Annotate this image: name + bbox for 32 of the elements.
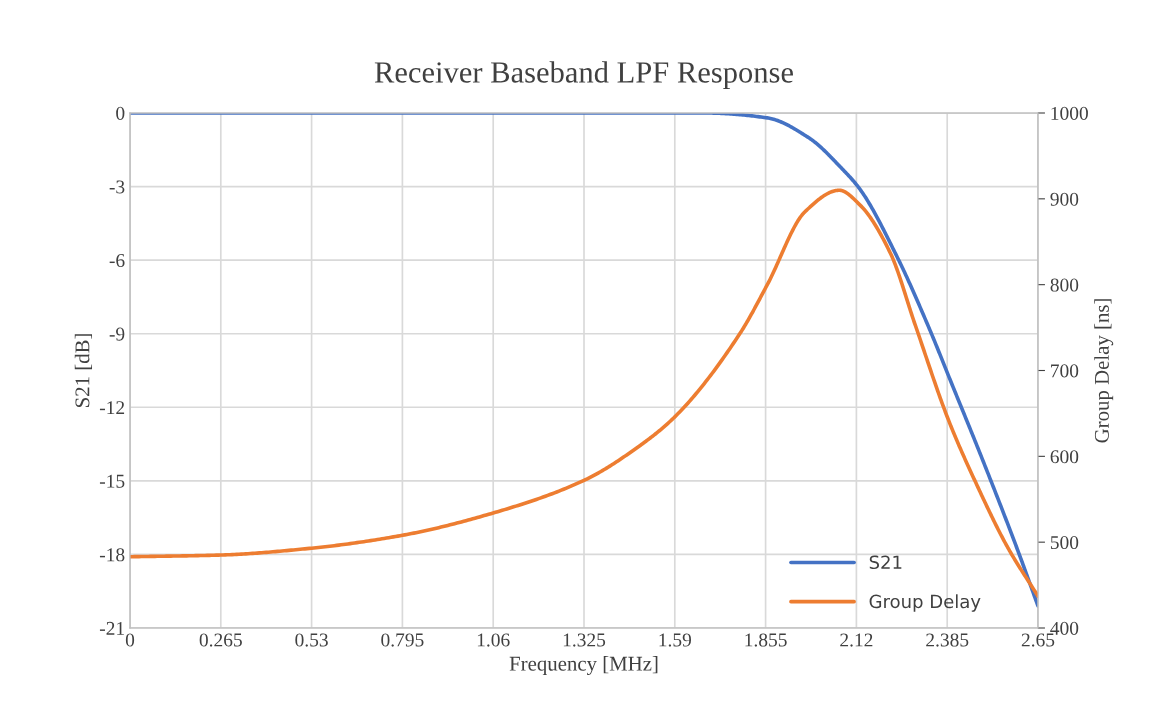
y-tick-label: -12	[99, 401, 125, 415]
x-tick-label: 1.325	[563, 633, 606, 647]
y2-tick-label: 900	[1050, 192, 1079, 206]
y2-axis-title: Group Delay [ns]	[1094, 299, 1114, 443]
y2-tick-label: 1000	[1051, 106, 1088, 120]
x-tick-label: 1.855	[745, 633, 787, 647]
x-tick-label: 2.12	[840, 633, 873, 647]
y-tick-label: -18	[99, 548, 125, 562]
x-tick-label: 0	[125, 633, 135, 647]
y2-tick-label: 700	[1051, 364, 1079, 378]
x-tick-label: 2.385	[926, 633, 969, 647]
x-tick-label: 0.265	[199, 633, 242, 647]
y-tick-label: -6	[109, 254, 125, 268]
y2-tick-label: 600	[1050, 450, 1079, 464]
legend-label: Group Delay	[869, 594, 981, 612]
chart-title: Receiver Baseband LPF Response	[374, 61, 793, 89]
y2-tick-label: 400	[1050, 621, 1079, 635]
x-tick-label: 0.53	[295, 633, 328, 647]
y-tick-label: 0	[116, 106, 125, 120]
x-tick-label: 2.65	[1021, 633, 1055, 647]
y-tick-label: -15	[99, 474, 125, 488]
y2-tick-label: 500	[1050, 535, 1079, 550]
y-tick-label: -9	[109, 327, 125, 341]
x-tick-label: 0.795	[381, 633, 424, 647]
y-tick-label: -3	[109, 180, 125, 194]
legend-label: S21	[869, 555, 902, 570]
x-axis-title: Frequency [MHz]	[509, 656, 658, 675]
y-axis-title: S21 [dB]	[74, 334, 93, 408]
x-tick-label: 1.59	[659, 633, 692, 647]
y-tick-label: -21	[99, 621, 124, 635]
y2-tick-label: 800	[1050, 278, 1079, 292]
x-tick-label: 1.06	[477, 633, 510, 647]
